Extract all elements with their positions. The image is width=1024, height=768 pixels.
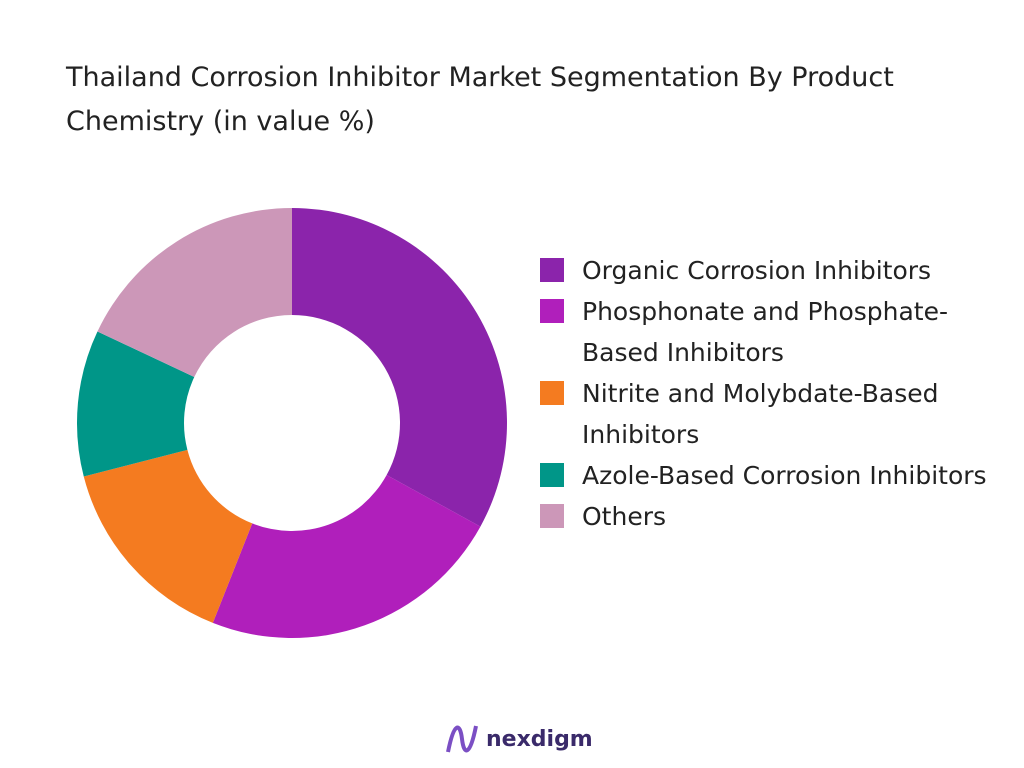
chart (76, 208, 507, 638)
legend-item: Azole-Based Corrosion Inhibitors (540, 455, 1020, 496)
legend-item: Nitrite and Molybdate-Based Inhibitors (540, 373, 1020, 455)
legend-label: Organic Corrosion Inhibitors (582, 256, 932, 285)
legend-swatch (540, 299, 564, 323)
donut-segment (76, 331, 195, 477)
brand: nexdigm (444, 722, 593, 756)
donut-segment (212, 475, 481, 638)
legend-item: Phosphonate and Phosphate-Based Inhibito… (540, 291, 1020, 373)
legend-swatch (540, 381, 564, 405)
legend-swatch (540, 504, 564, 528)
legend: Organic Corrosion Inhibitors Phosphonate … (540, 250, 1020, 537)
legend-label: Nitrite and Molybdate-Based Inhibitors (582, 379, 939, 449)
chart-title: Thailand Corrosion Inhibitor Market Segm… (66, 62, 894, 137)
legend-label: Azole-Based Corrosion Inhibitors (582, 461, 987, 490)
legend-swatch (540, 463, 564, 487)
legend-item: Organic Corrosion Inhibitors (540, 250, 1020, 291)
donut-segment (97, 208, 292, 378)
legend-item: Others (540, 496, 1020, 537)
legend-label: Others (582, 502, 667, 531)
brand-name: nexdigm (486, 726, 593, 752)
legend-swatch (540, 258, 564, 282)
brand-logo (446, 725, 478, 753)
donut-segment (292, 208, 507, 527)
donut-segment (83, 449, 253, 623)
legend-label: Phosphonate and Phosphate-Based Inhibito… (582, 297, 949, 367)
